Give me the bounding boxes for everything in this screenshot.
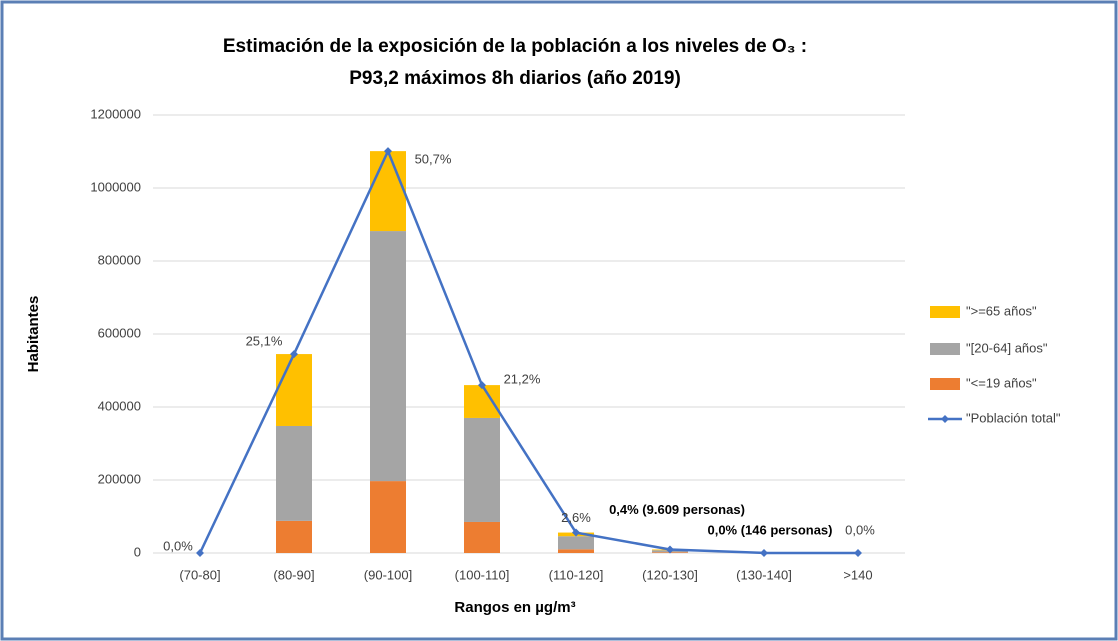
y-tick-label: 800000 (98, 252, 141, 267)
x-tick-label: (80-90] (273, 567, 314, 582)
chart-subtitle: P93,2 máximos 8h diarios (año 2019) (349, 68, 681, 89)
legend-label: "<=19 años" (966, 375, 1037, 390)
y-tick-label: 600000 (98, 325, 141, 340)
line-marker (478, 381, 486, 390)
line-marker (760, 548, 768, 557)
legend-label: ">=65 años" (966, 303, 1037, 318)
bar-segment (276, 520, 312, 553)
line-marker (666, 545, 674, 554)
x-tick-label: (120-130] (642, 567, 698, 582)
data-label: 2,6% (561, 510, 591, 525)
line (198, 147, 859, 555)
data-label: 25,1% (246, 334, 283, 349)
data-label: 0,0% (146 personas) (707, 522, 832, 537)
line-marker (290, 350, 298, 359)
bar-segment (276, 354, 312, 426)
data-label: 0,4% (9.609 personas) (609, 502, 745, 517)
data-label: 21,2% (504, 372, 541, 387)
legend-swatch (930, 378, 960, 390)
bar-segment (370, 481, 406, 553)
x-tick-label: (100-110] (455, 567, 510, 582)
line-marker (196, 549, 204, 557)
legend-swatch (930, 343, 960, 355)
data-label: 50,7% (415, 152, 452, 167)
x-tick-label: (90-100] (364, 567, 412, 582)
bar-segment (370, 231, 406, 482)
line-marker (384, 147, 392, 156)
data-label: 0,0% (163, 538, 193, 553)
line-marker (572, 528, 580, 537)
bar-segment (464, 385, 500, 418)
y-axis-title: Habitantes (25, 296, 42, 373)
bar-segment (464, 521, 500, 553)
bar-segment (464, 417, 500, 522)
y-tick-label: 200000 (98, 471, 141, 486)
bar-segment (276, 425, 312, 521)
y-tick-label: 400000 (98, 398, 141, 413)
bar-segment (558, 549, 594, 553)
x-tick-label: (70-80] (179, 567, 220, 582)
x-tick-label: (130-140] (736, 567, 792, 582)
data-label: 0,0% (845, 522, 875, 537)
chart-title: Estimación de la exposición de la poblac… (223, 36, 807, 57)
bar-segment (370, 151, 406, 232)
y-tick-label: 1000000 (90, 179, 141, 194)
line-marker (854, 549, 862, 557)
legend-swatch (930, 306, 960, 318)
legend-swatch (941, 415, 949, 423)
legend-label: "[20-64] años" (966, 340, 1048, 355)
bar-segment (558, 536, 594, 550)
x-axis-title: Rangos en µg/m³ (454, 599, 575, 616)
y-tick-label: 1200000 (90, 106, 141, 121)
x-tick-label: >140 (843, 567, 872, 582)
x-tick-label: (110-120] (549, 567, 604, 582)
legend-label: "Población total" (966, 410, 1061, 425)
y-tick-label: 0 (134, 544, 141, 559)
